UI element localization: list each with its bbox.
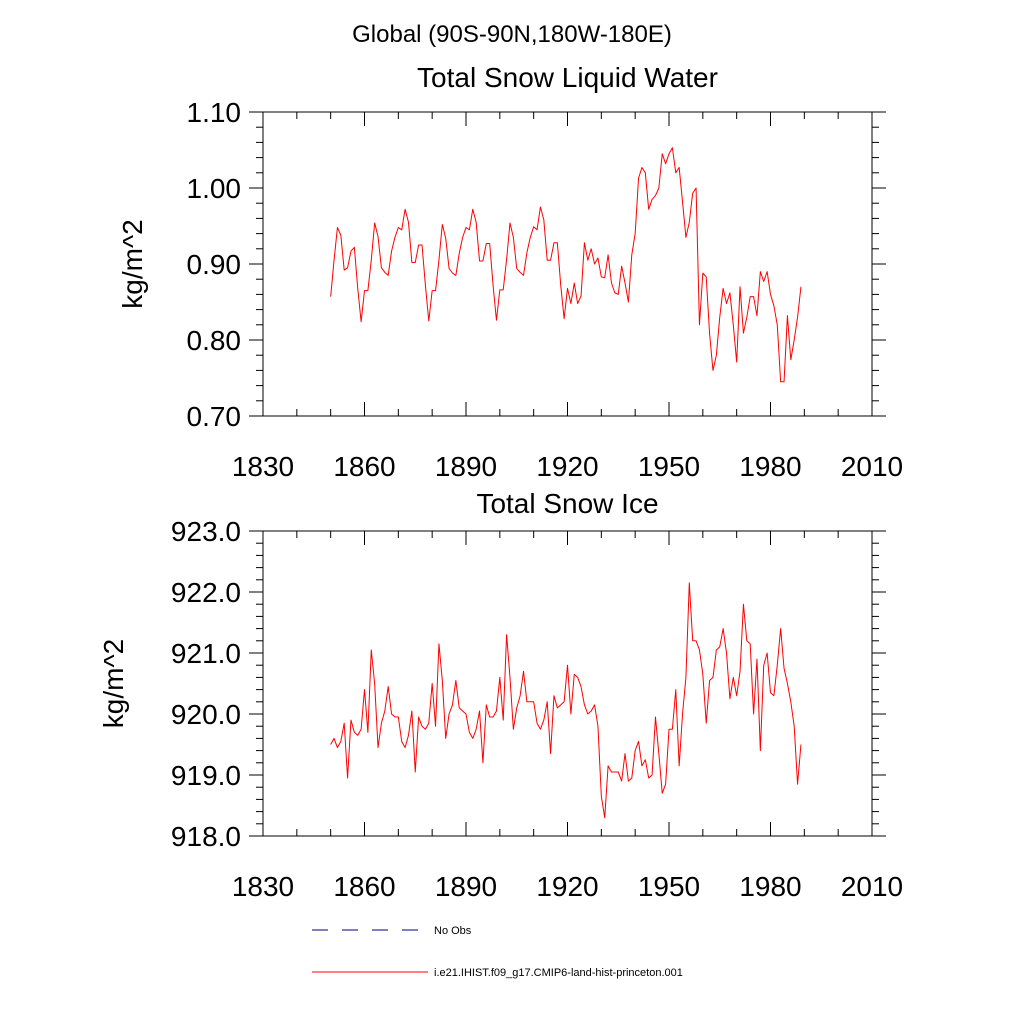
plot-frame xyxy=(262,530,873,837)
legend: No Obs i.e21.IHIST.f09_g17.CMIP6-land-hi… xyxy=(312,925,683,979)
x-tick-label: 1920 xyxy=(536,871,598,902)
y-tick-label: 918.0 xyxy=(171,821,241,852)
y-tick-label: 923.0 xyxy=(171,516,241,547)
x-tick-label: 1980 xyxy=(739,871,801,902)
x-tick-label: 1860 xyxy=(333,871,395,902)
series-line xyxy=(330,147,802,383)
y-tick-label: 1.10 xyxy=(187,97,242,128)
x-tick-label: 1890 xyxy=(435,451,497,482)
x-tick-label: 2010 xyxy=(841,451,903,482)
y-tick-label: 0.80 xyxy=(187,325,242,356)
chart-title: Total Snow Ice xyxy=(476,488,658,519)
x-tick-label: 1890 xyxy=(435,871,497,902)
x-tick-label: 1830 xyxy=(232,451,294,482)
x-tick-label: 1950 xyxy=(638,871,700,902)
y-tick-label: 0.90 xyxy=(187,249,242,280)
y-tick-label: 1.00 xyxy=(187,173,242,204)
y-tick-label: 922.0 xyxy=(171,577,241,608)
chart-panel-snow-liquid-water: Total Snow Liquid Water kg/m^2 1830 1860 189… xyxy=(117,62,903,482)
x-tick-label: 1920 xyxy=(536,451,598,482)
x-tick-label: 1980 xyxy=(739,451,801,482)
y-tick-label: 919.0 xyxy=(171,760,241,791)
y-tick-label: 920.0 xyxy=(171,699,241,730)
chart-panel-snow-ice: Total Snow Ice kg/m^2 1830 1860 1890 1920 1950… xyxy=(98,488,903,902)
x-tick-label: 1860 xyxy=(333,451,395,482)
legend-label-model-run: i.e21.IHIST.f09_g17.CMIP6-land-hist-prin… xyxy=(434,967,683,979)
y-axis-label: kg/m^2 xyxy=(117,219,148,308)
x-tick-label: 1830 xyxy=(232,871,294,902)
chart-title: Total Snow Liquid Water xyxy=(417,62,718,93)
plot-frame xyxy=(262,111,873,417)
y-axis-label: kg/m^2 xyxy=(98,639,129,728)
x-tick-label: 2010 xyxy=(841,871,903,902)
legend-label-no-obs: No Obs xyxy=(434,925,472,937)
series-line xyxy=(330,582,802,819)
figure-title: Global (90S-90N,180W-180E) xyxy=(352,21,672,48)
x-tick-label: 1950 xyxy=(638,451,700,482)
y-tick-label: 0.70 xyxy=(187,401,242,432)
y-tick-label: 921.0 xyxy=(171,638,241,669)
